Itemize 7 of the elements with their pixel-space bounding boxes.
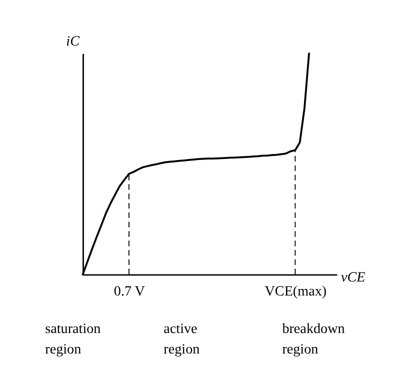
x-tick-label: VCE(max) <box>264 284 327 300</box>
text: active region <box>164 320 200 358</box>
x-axis-title: vCE <box>340 270 366 286</box>
y-axis-title: iC <box>66 33 80 50</box>
text: saturation region <box>45 320 101 358</box>
x-tick-label: 0.7 V <box>114 284 146 300</box>
text: breakdown region <box>282 320 345 358</box>
